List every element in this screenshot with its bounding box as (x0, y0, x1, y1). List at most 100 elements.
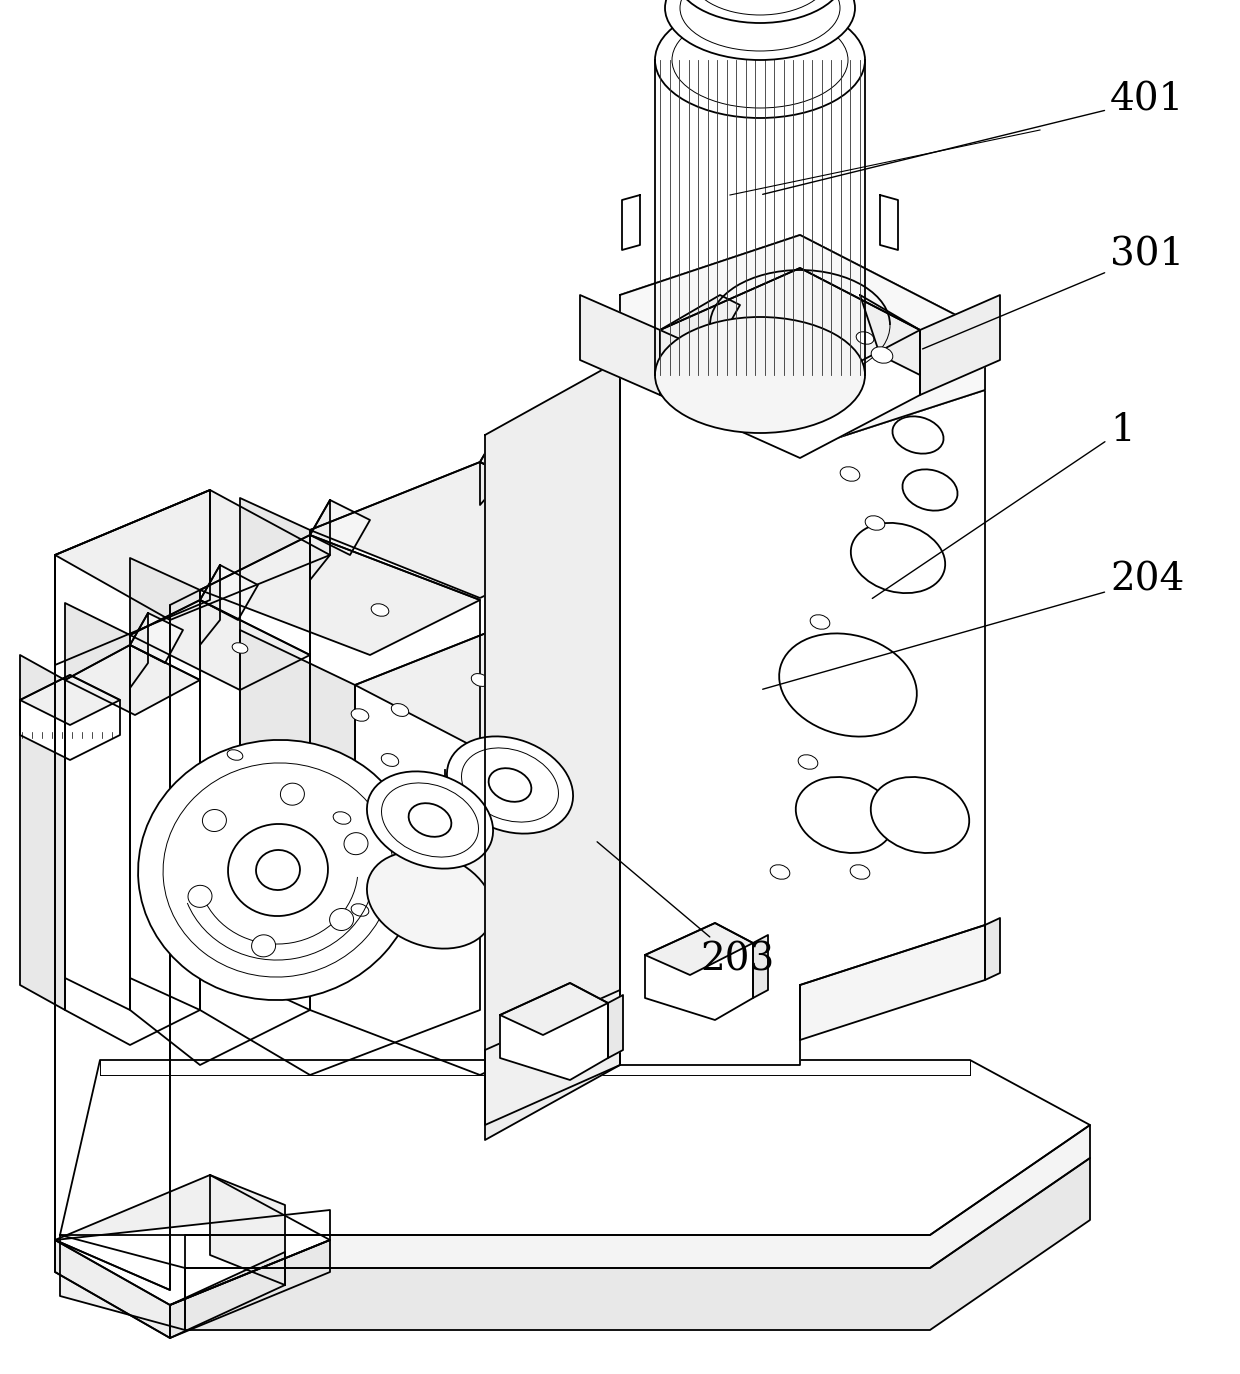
Ellipse shape (138, 741, 418, 1000)
Polygon shape (660, 268, 920, 458)
Polygon shape (130, 613, 148, 688)
Polygon shape (800, 925, 985, 1040)
Text: 1: 1 (872, 411, 1135, 599)
Ellipse shape (392, 703, 409, 716)
Polygon shape (130, 558, 200, 1010)
Polygon shape (645, 923, 753, 1020)
Polygon shape (55, 1210, 330, 1338)
Polygon shape (60, 1235, 185, 1330)
Polygon shape (920, 295, 999, 394)
Ellipse shape (841, 467, 859, 481)
Polygon shape (130, 600, 310, 1065)
Ellipse shape (799, 754, 818, 769)
Polygon shape (660, 268, 920, 393)
Polygon shape (500, 982, 608, 1080)
Ellipse shape (893, 416, 944, 453)
Polygon shape (310, 462, 620, 598)
Text: 401: 401 (763, 81, 1184, 194)
Polygon shape (55, 491, 210, 665)
Ellipse shape (188, 885, 212, 907)
Ellipse shape (655, 1, 866, 118)
Text: 203: 203 (598, 842, 774, 978)
Polygon shape (861, 295, 920, 375)
Polygon shape (185, 1158, 1090, 1330)
Polygon shape (753, 934, 768, 998)
Polygon shape (985, 918, 999, 980)
Ellipse shape (461, 747, 558, 822)
Polygon shape (355, 580, 740, 860)
Ellipse shape (489, 768, 532, 802)
Ellipse shape (851, 523, 945, 594)
Polygon shape (55, 555, 170, 1290)
Ellipse shape (446, 736, 573, 834)
Polygon shape (645, 923, 753, 976)
Ellipse shape (770, 864, 790, 879)
Polygon shape (485, 991, 620, 1125)
Polygon shape (620, 295, 985, 1065)
Polygon shape (170, 1252, 285, 1338)
Ellipse shape (851, 864, 869, 879)
Polygon shape (200, 565, 258, 620)
Polygon shape (485, 360, 620, 1140)
Polygon shape (55, 491, 210, 1290)
Ellipse shape (252, 934, 275, 956)
Ellipse shape (367, 771, 494, 868)
Polygon shape (500, 982, 608, 1035)
Polygon shape (64, 603, 130, 1010)
Text: 204: 204 (763, 562, 1184, 690)
Ellipse shape (228, 824, 327, 916)
Ellipse shape (351, 709, 368, 721)
Ellipse shape (392, 813, 409, 826)
Polygon shape (310, 500, 330, 580)
Ellipse shape (227, 750, 243, 760)
Polygon shape (620, 235, 985, 451)
Ellipse shape (367, 852, 494, 948)
Ellipse shape (570, 725, 619, 764)
Polygon shape (20, 675, 120, 760)
Polygon shape (210, 1175, 285, 1285)
Ellipse shape (381, 753, 399, 767)
Ellipse shape (280, 783, 304, 805)
Ellipse shape (863, 374, 921, 416)
Polygon shape (310, 462, 620, 1074)
Polygon shape (55, 1239, 170, 1338)
Ellipse shape (162, 763, 393, 977)
Polygon shape (185, 1125, 1090, 1268)
Ellipse shape (330, 908, 353, 930)
Polygon shape (60, 1059, 1090, 1235)
Ellipse shape (856, 331, 874, 345)
Ellipse shape (707, 346, 729, 363)
Ellipse shape (665, 0, 856, 60)
Ellipse shape (796, 776, 894, 853)
Polygon shape (241, 497, 310, 1010)
Text: 301: 301 (923, 236, 1184, 349)
Ellipse shape (382, 783, 479, 857)
Polygon shape (55, 1175, 330, 1305)
Ellipse shape (232, 864, 248, 875)
Polygon shape (620, 235, 985, 451)
Ellipse shape (446, 816, 573, 914)
Polygon shape (310, 500, 370, 555)
Ellipse shape (903, 470, 957, 511)
Ellipse shape (779, 633, 916, 736)
Polygon shape (130, 600, 310, 690)
Ellipse shape (542, 703, 649, 786)
Polygon shape (580, 295, 660, 394)
Polygon shape (622, 195, 640, 250)
Ellipse shape (870, 776, 970, 853)
Polygon shape (200, 534, 480, 1074)
Ellipse shape (334, 812, 351, 824)
Polygon shape (20, 675, 120, 725)
Polygon shape (200, 534, 480, 655)
Ellipse shape (351, 904, 368, 916)
Polygon shape (660, 295, 740, 375)
Polygon shape (880, 195, 898, 250)
Polygon shape (241, 631, 355, 800)
Polygon shape (64, 644, 200, 1046)
Polygon shape (55, 491, 330, 620)
Polygon shape (20, 655, 64, 1010)
Polygon shape (608, 995, 622, 1058)
Ellipse shape (527, 692, 663, 798)
Ellipse shape (471, 673, 489, 687)
Ellipse shape (371, 603, 389, 617)
